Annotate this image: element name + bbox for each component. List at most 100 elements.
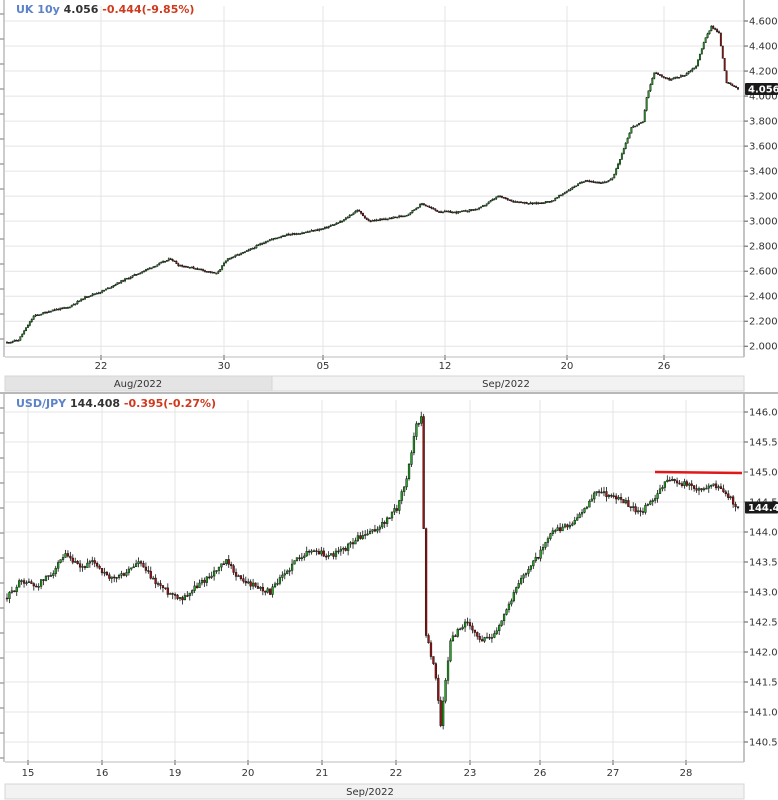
candle-up xyxy=(468,209,471,212)
candle-down xyxy=(377,219,380,222)
candle-up xyxy=(323,226,326,229)
candle-down xyxy=(227,559,230,565)
candle-down xyxy=(436,209,439,212)
candle-up xyxy=(695,65,698,69)
candle-down xyxy=(186,595,189,597)
candle-up xyxy=(595,491,598,494)
candle-up xyxy=(27,581,31,583)
candle-up xyxy=(565,191,568,193)
candle-down xyxy=(176,594,179,599)
candle-up xyxy=(217,566,221,571)
candle-down xyxy=(725,70,728,84)
candle-down xyxy=(363,215,366,219)
candle-down xyxy=(46,311,48,314)
candle-down xyxy=(242,578,245,582)
x-tick-label: 12 xyxy=(439,361,452,372)
y-tick-label: 141.0 xyxy=(749,708,778,719)
candle-down xyxy=(196,268,199,270)
candle-up xyxy=(584,180,587,182)
candle-up xyxy=(568,525,571,528)
candle-up xyxy=(263,242,265,245)
candle-up xyxy=(131,275,134,278)
candle-up xyxy=(259,586,262,589)
candle-up xyxy=(596,181,599,184)
candle-down xyxy=(98,565,101,569)
candle-up xyxy=(392,216,395,219)
y-tick-label: 3.600 xyxy=(749,142,778,153)
candle-up xyxy=(636,124,639,127)
candle-down xyxy=(57,308,60,311)
candle-down xyxy=(470,209,473,211)
candle-up xyxy=(706,33,709,38)
candle-up xyxy=(183,595,187,601)
candle-up xyxy=(407,213,410,216)
candle-up xyxy=(489,200,492,203)
candle-down xyxy=(455,211,458,214)
y-tick-label: 3.800 xyxy=(749,117,778,128)
usdjpy-chart-panel[interactable]: 140.5 141.0 141.5 142.0 142.5 143.0 143.5 144.0… xyxy=(0,394,778,800)
candle-up xyxy=(533,202,536,205)
candle-up xyxy=(288,570,291,572)
candle-up xyxy=(341,220,343,223)
candle-up xyxy=(632,506,635,508)
candle-down xyxy=(502,197,505,199)
candle-up xyxy=(188,267,191,269)
candle-down xyxy=(488,636,491,639)
candle-down xyxy=(61,307,64,310)
candle-up xyxy=(403,486,406,492)
uk10y-chart[interactable]: 2.000 2.200 2.400 2.600 2.800 3.000 3.200 3.400… xyxy=(0,0,778,392)
candle-up xyxy=(305,551,308,557)
y-tick-label: 2.000 xyxy=(749,342,778,353)
candle-up xyxy=(653,72,656,79)
candle-up xyxy=(485,636,489,639)
candle-down xyxy=(82,298,85,301)
candle-up xyxy=(339,548,342,552)
candle-up xyxy=(320,228,323,231)
candle-down xyxy=(203,579,206,583)
y-tick-label: 140.5 xyxy=(749,738,778,749)
candle-down xyxy=(127,277,130,280)
candle-down xyxy=(736,506,740,508)
candle-down xyxy=(358,210,361,212)
candle-up xyxy=(282,235,284,238)
candle-up xyxy=(605,181,608,183)
candle-down xyxy=(30,581,33,584)
candle-up xyxy=(527,569,530,574)
candle-up xyxy=(444,679,447,702)
panel-divider[interactable] xyxy=(0,392,778,394)
candle-up xyxy=(639,122,642,124)
period-band xyxy=(4,783,745,800)
candle-down xyxy=(269,588,272,595)
candle-down xyxy=(100,568,104,574)
uk10y-chart-panel[interactable]: 2.000 2.200 2.400 2.600 2.800 3.000 3.200 3.400… xyxy=(0,0,778,392)
candle-up xyxy=(371,529,374,532)
candle-up xyxy=(529,202,532,205)
candle-up xyxy=(441,211,444,214)
candle-up xyxy=(451,635,455,642)
candle-up xyxy=(261,243,264,245)
candle-up xyxy=(515,587,518,593)
candle-up xyxy=(337,222,340,225)
y-tick-label: 4.600 xyxy=(749,17,778,28)
candle-down xyxy=(473,629,476,633)
candle-down xyxy=(76,561,79,564)
usdjpy-chart[interactable]: 140.5 141.0 141.5 142.0 142.5 143.0 143.5 144.0… xyxy=(0,394,778,800)
candle-up xyxy=(205,576,208,583)
candle-up xyxy=(312,550,316,552)
candle-up xyxy=(577,183,580,187)
candle-up xyxy=(198,582,201,589)
candle-down xyxy=(32,583,35,587)
candle-up xyxy=(546,201,549,203)
candle-up xyxy=(329,553,333,556)
candle-down xyxy=(308,551,311,553)
candle-down xyxy=(668,479,671,482)
candle-up xyxy=(44,576,48,581)
candle-up xyxy=(717,486,720,489)
candle-up xyxy=(451,211,454,214)
candle-down xyxy=(478,636,481,640)
candle-up xyxy=(352,212,355,215)
candle-up xyxy=(347,543,350,551)
candle-up xyxy=(86,562,89,568)
candle-down xyxy=(641,511,645,513)
candle-up xyxy=(308,231,311,233)
